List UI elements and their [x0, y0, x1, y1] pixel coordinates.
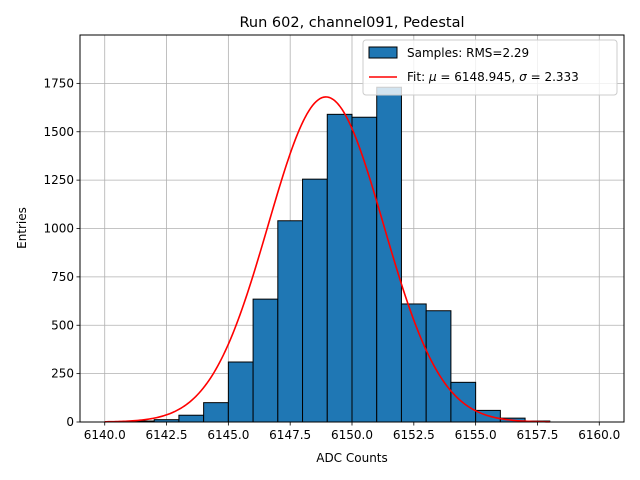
x-tick-label: 6160.0: [578, 428, 620, 442]
x-tick-label: 6152.5: [393, 428, 435, 442]
histogram-bar: [252, 298, 279, 423]
y-tick-label: 1000: [43, 222, 74, 236]
y-tick-label: 1500: [43, 125, 74, 139]
y-tick-label: 750: [51, 270, 74, 284]
histogram-bar: [178, 414, 205, 423]
y-tick-label: 250: [51, 367, 74, 381]
histogram-bar: [400, 303, 427, 423]
x-axis-ticks: 6140.0 6142.5 6145.0 6147.5 6150.0 6152.5 6155…: [84, 422, 620, 442]
histogram-bar: [425, 310, 452, 423]
y-tick-label: 0: [66, 415, 74, 429]
histogram-bars: [128, 86, 551, 423]
legend-fit-mu-symbol: μ: [428, 70, 437, 84]
x-tick-label: 6150.0: [331, 428, 373, 442]
x-tick-label: 6142.5: [146, 428, 188, 442]
y-axis-ticks: 0 250 500 750 1000 1250 1500 1750: [43, 76, 80, 429]
legend-fit-prefix: Fit:: [407, 70, 429, 84]
legend: Samples: RMS=2.29 Fit: μ = 6148.945, σ =…: [362, 39, 618, 96]
fit-curve: [104, 96, 550, 423]
x-tick-label: 6155.0: [455, 428, 497, 442]
y-axis-label: Entries: [15, 207, 29, 249]
histogram-bar: [277, 220, 304, 423]
legend-fit-sigma-symbol: σ: [519, 70, 527, 84]
chart-title: Run 602, channel091, Pedestal: [239, 15, 464, 31]
x-axis-label: ADC Counts: [316, 451, 388, 465]
fit-curve-group: [104, 96, 550, 423]
legend-box: [362, 39, 618, 96]
legend-samples-label: Samples: RMS=2.29: [407, 46, 529, 60]
y-tick-label: 500: [51, 318, 74, 332]
histogram-bar: [376, 86, 402, 423]
y-tick-label: 1250: [43, 173, 74, 187]
histogram-bar: [326, 113, 353, 423]
legend-bar-swatch: [368, 46, 398, 59]
histogram-bar: [227, 361, 254, 423]
histogram-bar: [351, 116, 378, 423]
histogram-bar: [203, 402, 229, 423]
x-tick-label: 6147.5: [269, 428, 311, 442]
legend-fit-label: Fit: μ = 6148.945, σ = 2.333: [407, 70, 579, 84]
x-tick-label: 6145.0: [207, 428, 249, 442]
histogram-bar: [302, 178, 328, 423]
x-tick-label: 6157.5: [516, 428, 558, 442]
x-tick-label: 6140.0: [84, 428, 126, 442]
y-tick-label: 1750: [43, 76, 74, 90]
legend-fit-mu-value: = 6148.945,: [437, 70, 520, 84]
legend-fit-sigma-value: = 2.333: [527, 70, 579, 84]
